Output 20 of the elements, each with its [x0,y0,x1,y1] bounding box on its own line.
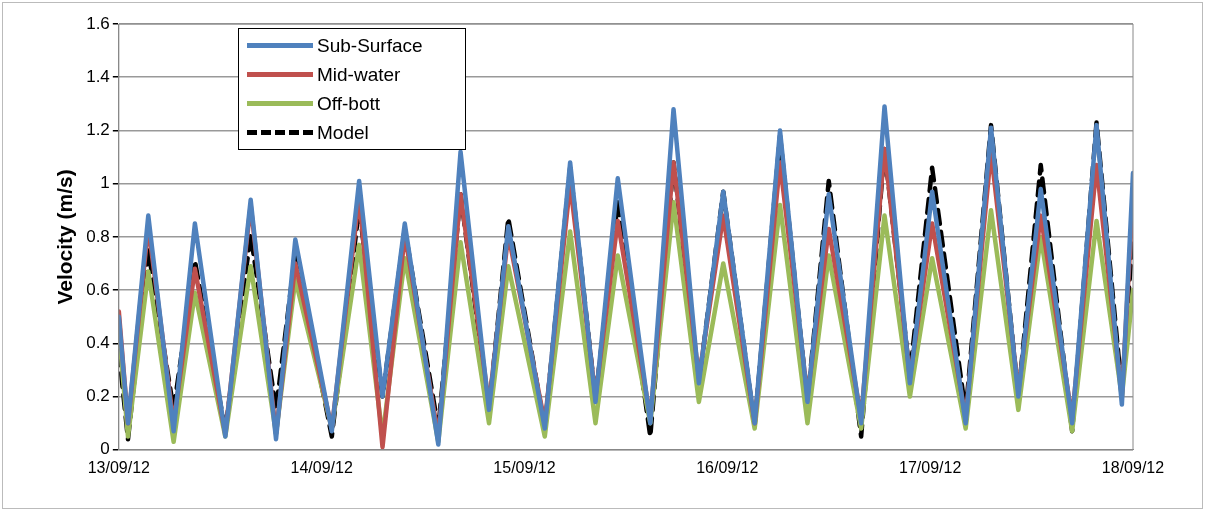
legend-label: Mid-water [317,63,401,86]
y-tick-label: 0.2 [86,386,110,406]
x-tick-label: 18/09/12 [1101,458,1165,476]
x-tick-label: 15/09/12 [493,458,556,476]
y-tick-label: 0.6 [86,279,110,299]
legend-label: Model [317,121,369,144]
y-tick-label: 0.8 [86,226,110,246]
y-tick-label: 1.2 [86,120,110,140]
x-tick-label: 16/09/12 [696,458,759,476]
y-tick-label: 1.6 [86,13,110,33]
y-axis-title: Velocity (m/s) [53,169,77,305]
y-tick-label: 1.4 [86,66,110,86]
x-tick-label: 13/09/12 [87,458,151,476]
legend-label: Off-bott [317,92,381,115]
y-tick-label: 0.4 [86,333,110,353]
x-tick-label: 14/09/12 [290,458,353,476]
y-tick-label: 1 [100,173,110,193]
y-tick-label: 0 [100,439,110,459]
legend-label: Sub-Surface [317,34,423,57]
x-tick-label: 17/09/12 [899,458,962,476]
